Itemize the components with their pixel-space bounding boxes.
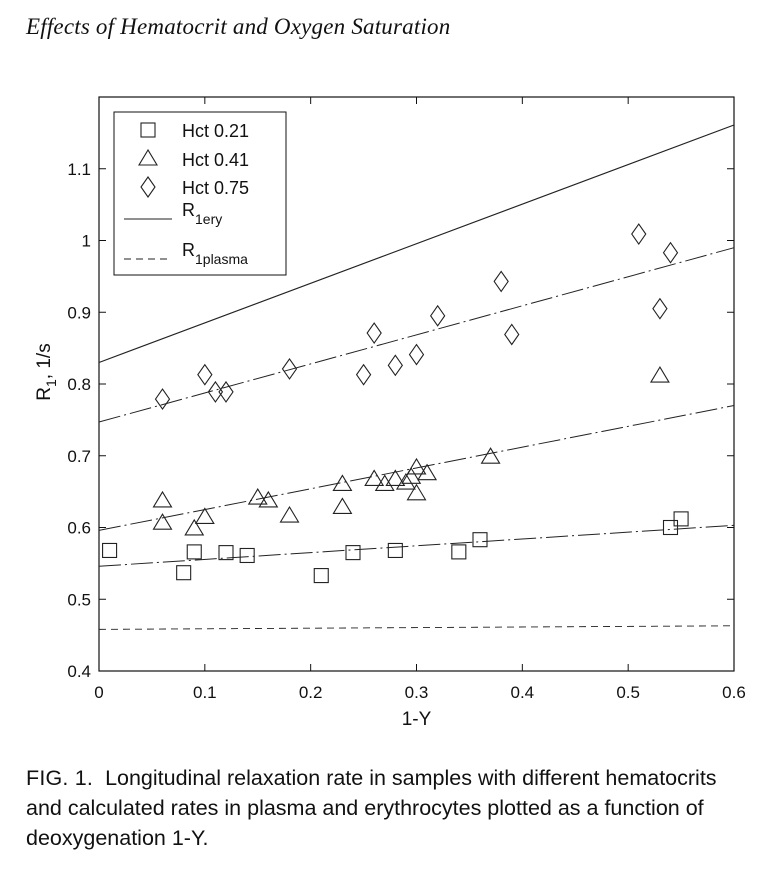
x-tick-label: 0.6 — [722, 683, 746, 702]
data-point-diamond — [652, 297, 668, 320]
data-point-diamond — [218, 380, 234, 403]
data-point-triangle — [247, 488, 268, 505]
data-point-triangle — [417, 463, 438, 481]
data-point-triangle — [374, 474, 395, 492]
data-point-triangle — [364, 469, 385, 486]
data-point-diamond — [366, 322, 382, 345]
page-header-title: Effects of Hematocrit and Oxygen Saturat… — [26, 14, 451, 39]
data-point-square — [673, 511, 689, 527]
data-point-diamond — [631, 223, 647, 246]
y-tick-label: 0.9 — [67, 303, 91, 322]
data-point-triangle — [332, 497, 353, 514]
legend-label: Hct 0.21 — [182, 121, 249, 141]
data-point-triangle — [152, 513, 173, 530]
data-point-triangle — [395, 472, 416, 490]
y-tick-label: 0.4 — [67, 662, 91, 681]
x-axis-label: 1-Y — [402, 709, 432, 730]
relaxation-rate-chart: 0 0.1 0.2 0.3 0.4 0.5 0.6 0.4 0.5 0.6 0.7 0.8 0.9 1 1.… — [34, 96, 746, 730]
data-point-diamond — [154, 388, 171, 411]
data-point-triangle — [406, 483, 427, 501]
data-point-square — [387, 542, 403, 559]
y-tick-label: 0.6 — [67, 519, 91, 538]
fit-line-fit-3 — [98, 405, 735, 531]
series-diamond — [154, 223, 679, 411]
fit-line-1plasma — [98, 625, 735, 630]
legend-label: R1plasma — [182, 240, 248, 267]
data-point-diamond — [197, 363, 213, 386]
data-point-diamond — [408, 343, 425, 366]
data-markers — [102, 223, 689, 584]
data-point-triangle — [194, 507, 215, 525]
data-point-triangle — [401, 467, 422, 484]
data-point-square — [313, 568, 329, 584]
fit-line-1ery — [98, 124, 735, 363]
x-tick-label: 0 — [94, 683, 103, 702]
fit-lines — [98, 124, 735, 630]
data-point-diamond — [493, 270, 509, 293]
series-triangle — [152, 366, 670, 536]
y-tick-label: 0.7 — [67, 447, 91, 466]
legend-label: R1ery — [182, 200, 222, 227]
y-axis-label: R1, 1/s — [34, 343, 59, 400]
legend-marker-square — [140, 122, 156, 138]
data-point-diamond — [387, 354, 404, 377]
legend-box — [113, 111, 287, 276]
data-point-square — [472, 532, 488, 548]
data-point-square — [662, 519, 679, 536]
y-axis-label-tail: , 1/s — [34, 343, 55, 379]
y-tick-label: 1.1 — [67, 160, 91, 179]
data-point-square — [239, 547, 255, 564]
data-point-triangle — [184, 518, 205, 536]
figure-caption-text: Longitudinal relaxation rate in samples … — [26, 766, 717, 850]
x-tick-label: 0.3 — [405, 683, 429, 702]
legend-label: Hct 0.41 — [182, 150, 249, 170]
data-point-diamond — [504, 323, 520, 346]
data-point-square — [345, 545, 361, 561]
x-tick-label: 0.5 — [616, 683, 640, 702]
x-tick-label: 0.4 — [511, 683, 535, 702]
fit-line-fit-4 — [98, 524, 735, 567]
figure-caption-label: FIG. 1. — [26, 766, 94, 790]
fit-line-fit-2 — [98, 247, 735, 423]
series-square — [102, 511, 689, 584]
data-point-diamond — [662, 241, 679, 264]
data-point-square — [186, 544, 202, 560]
data-point-square — [451, 544, 467, 560]
y-tick-label: 0.8 — [67, 375, 91, 394]
data-point-diamond — [355, 363, 372, 386]
x-tick-label: 0.1 — [193, 683, 217, 702]
data-point-diamond — [429, 304, 446, 327]
figure-caption: FIG. 1. Longitudinal relaxation rate in … — [26, 763, 756, 853]
legend-label: Hct 0.75 — [182, 178, 249, 198]
legend-marker-triangle — [138, 148, 158, 166]
data-point-square — [102, 542, 118, 559]
legend-marker-diamond — [140, 176, 156, 198]
data-point-diamond — [281, 357, 298, 380]
data-point-triangle — [480, 447, 501, 464]
data-point-triangle — [385, 469, 406, 486]
data-point-triangle — [406, 457, 427, 475]
y-tick-label: 0.5 — [67, 590, 91, 609]
data-point-triangle — [152, 490, 173, 508]
y-tick-label: 1 — [82, 232, 91, 251]
data-point-square — [218, 545, 234, 561]
data-point-triangle — [649, 366, 670, 383]
data-point-triangle — [258, 490, 279, 508]
y-axis-label-main: R — [34, 387, 55, 401]
data-point-diamond — [207, 380, 224, 403]
axis-ticks: 0 0.1 0.2 0.3 0.4 0.5 0.6 0.4 0.5 0.6 0.7 0.8 0.9 1 1.… — [67, 97, 746, 702]
y-axis-label-sub: 1 — [43, 379, 59, 387]
data-point-triangle — [279, 505, 300, 523]
data-point-square — [176, 565, 192, 581]
data-point-triangle — [332, 474, 353, 492]
x-tick-label: 0.2 — [299, 683, 323, 702]
